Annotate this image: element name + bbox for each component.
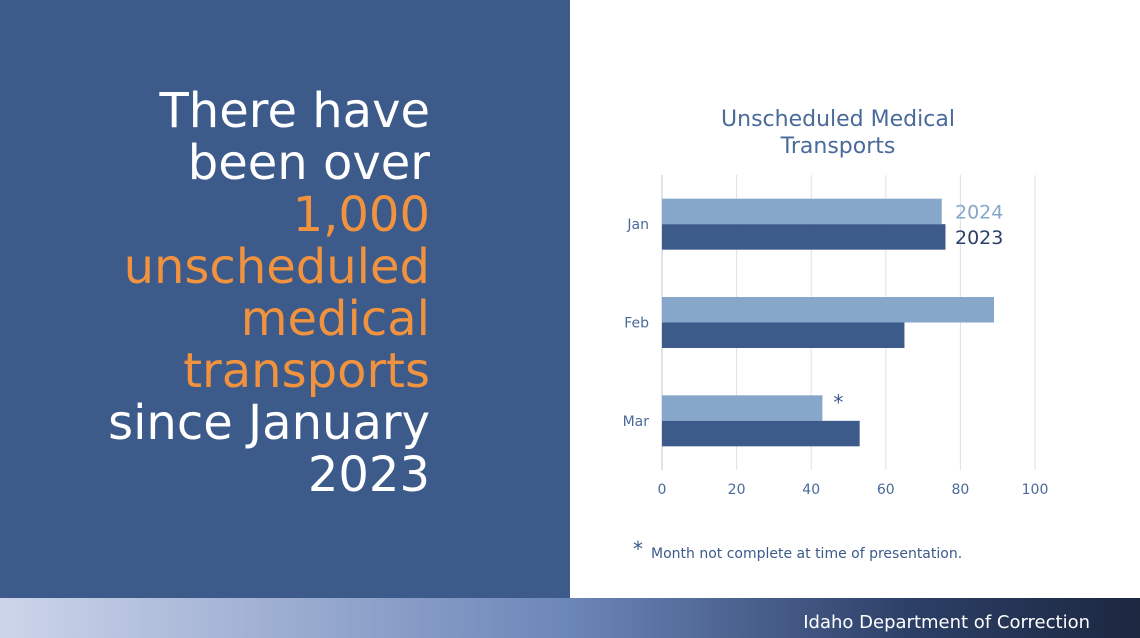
headline-line: 2023	[308, 447, 430, 503]
bar	[662, 297, 994, 323]
left-panel	[0, 0, 570, 598]
headline-line: since January	[108, 395, 430, 451]
footnote-marker: *	[633, 537, 643, 561]
y-tick-label: Mar	[623, 414, 650, 430]
y-tick-label: Feb	[624, 316, 649, 332]
headline-line: 1,000	[293, 187, 430, 243]
headline-line: There have	[158, 83, 430, 139]
chart-title: Unscheduled Medical Transports	[721, 107, 955, 159]
headline-line: medical	[241, 291, 430, 347]
footnote-text: Month not complete at time of presentati…	[651, 546, 962, 562]
headline-line: unscheduled	[124, 239, 430, 295]
headline-line: transports	[183, 343, 430, 399]
bar	[662, 395, 823, 421]
x-tick-label: 80	[951, 482, 969, 498]
bar	[662, 322, 905, 348]
headline-line: been over	[188, 135, 431, 191]
footer-text: Idaho Department of Correction	[803, 612, 1090, 633]
bar	[662, 420, 860, 447]
x-tick-label: 0	[658, 482, 667, 498]
x-tick-label: 20	[728, 482, 746, 498]
y-tick-label: Jan	[626, 217, 649, 233]
legend-label: 2023	[955, 227, 1003, 249]
x-tick-label: 60	[877, 482, 895, 498]
bar	[662, 198, 942, 225]
footer-bar	[0, 598, 1140, 638]
annotation: *	[833, 390, 843, 414]
legend-label: 2024	[955, 201, 1003, 223]
x-tick-label: 100	[1022, 482, 1049, 498]
x-tick-label: 40	[802, 482, 820, 498]
bar	[662, 224, 946, 250]
